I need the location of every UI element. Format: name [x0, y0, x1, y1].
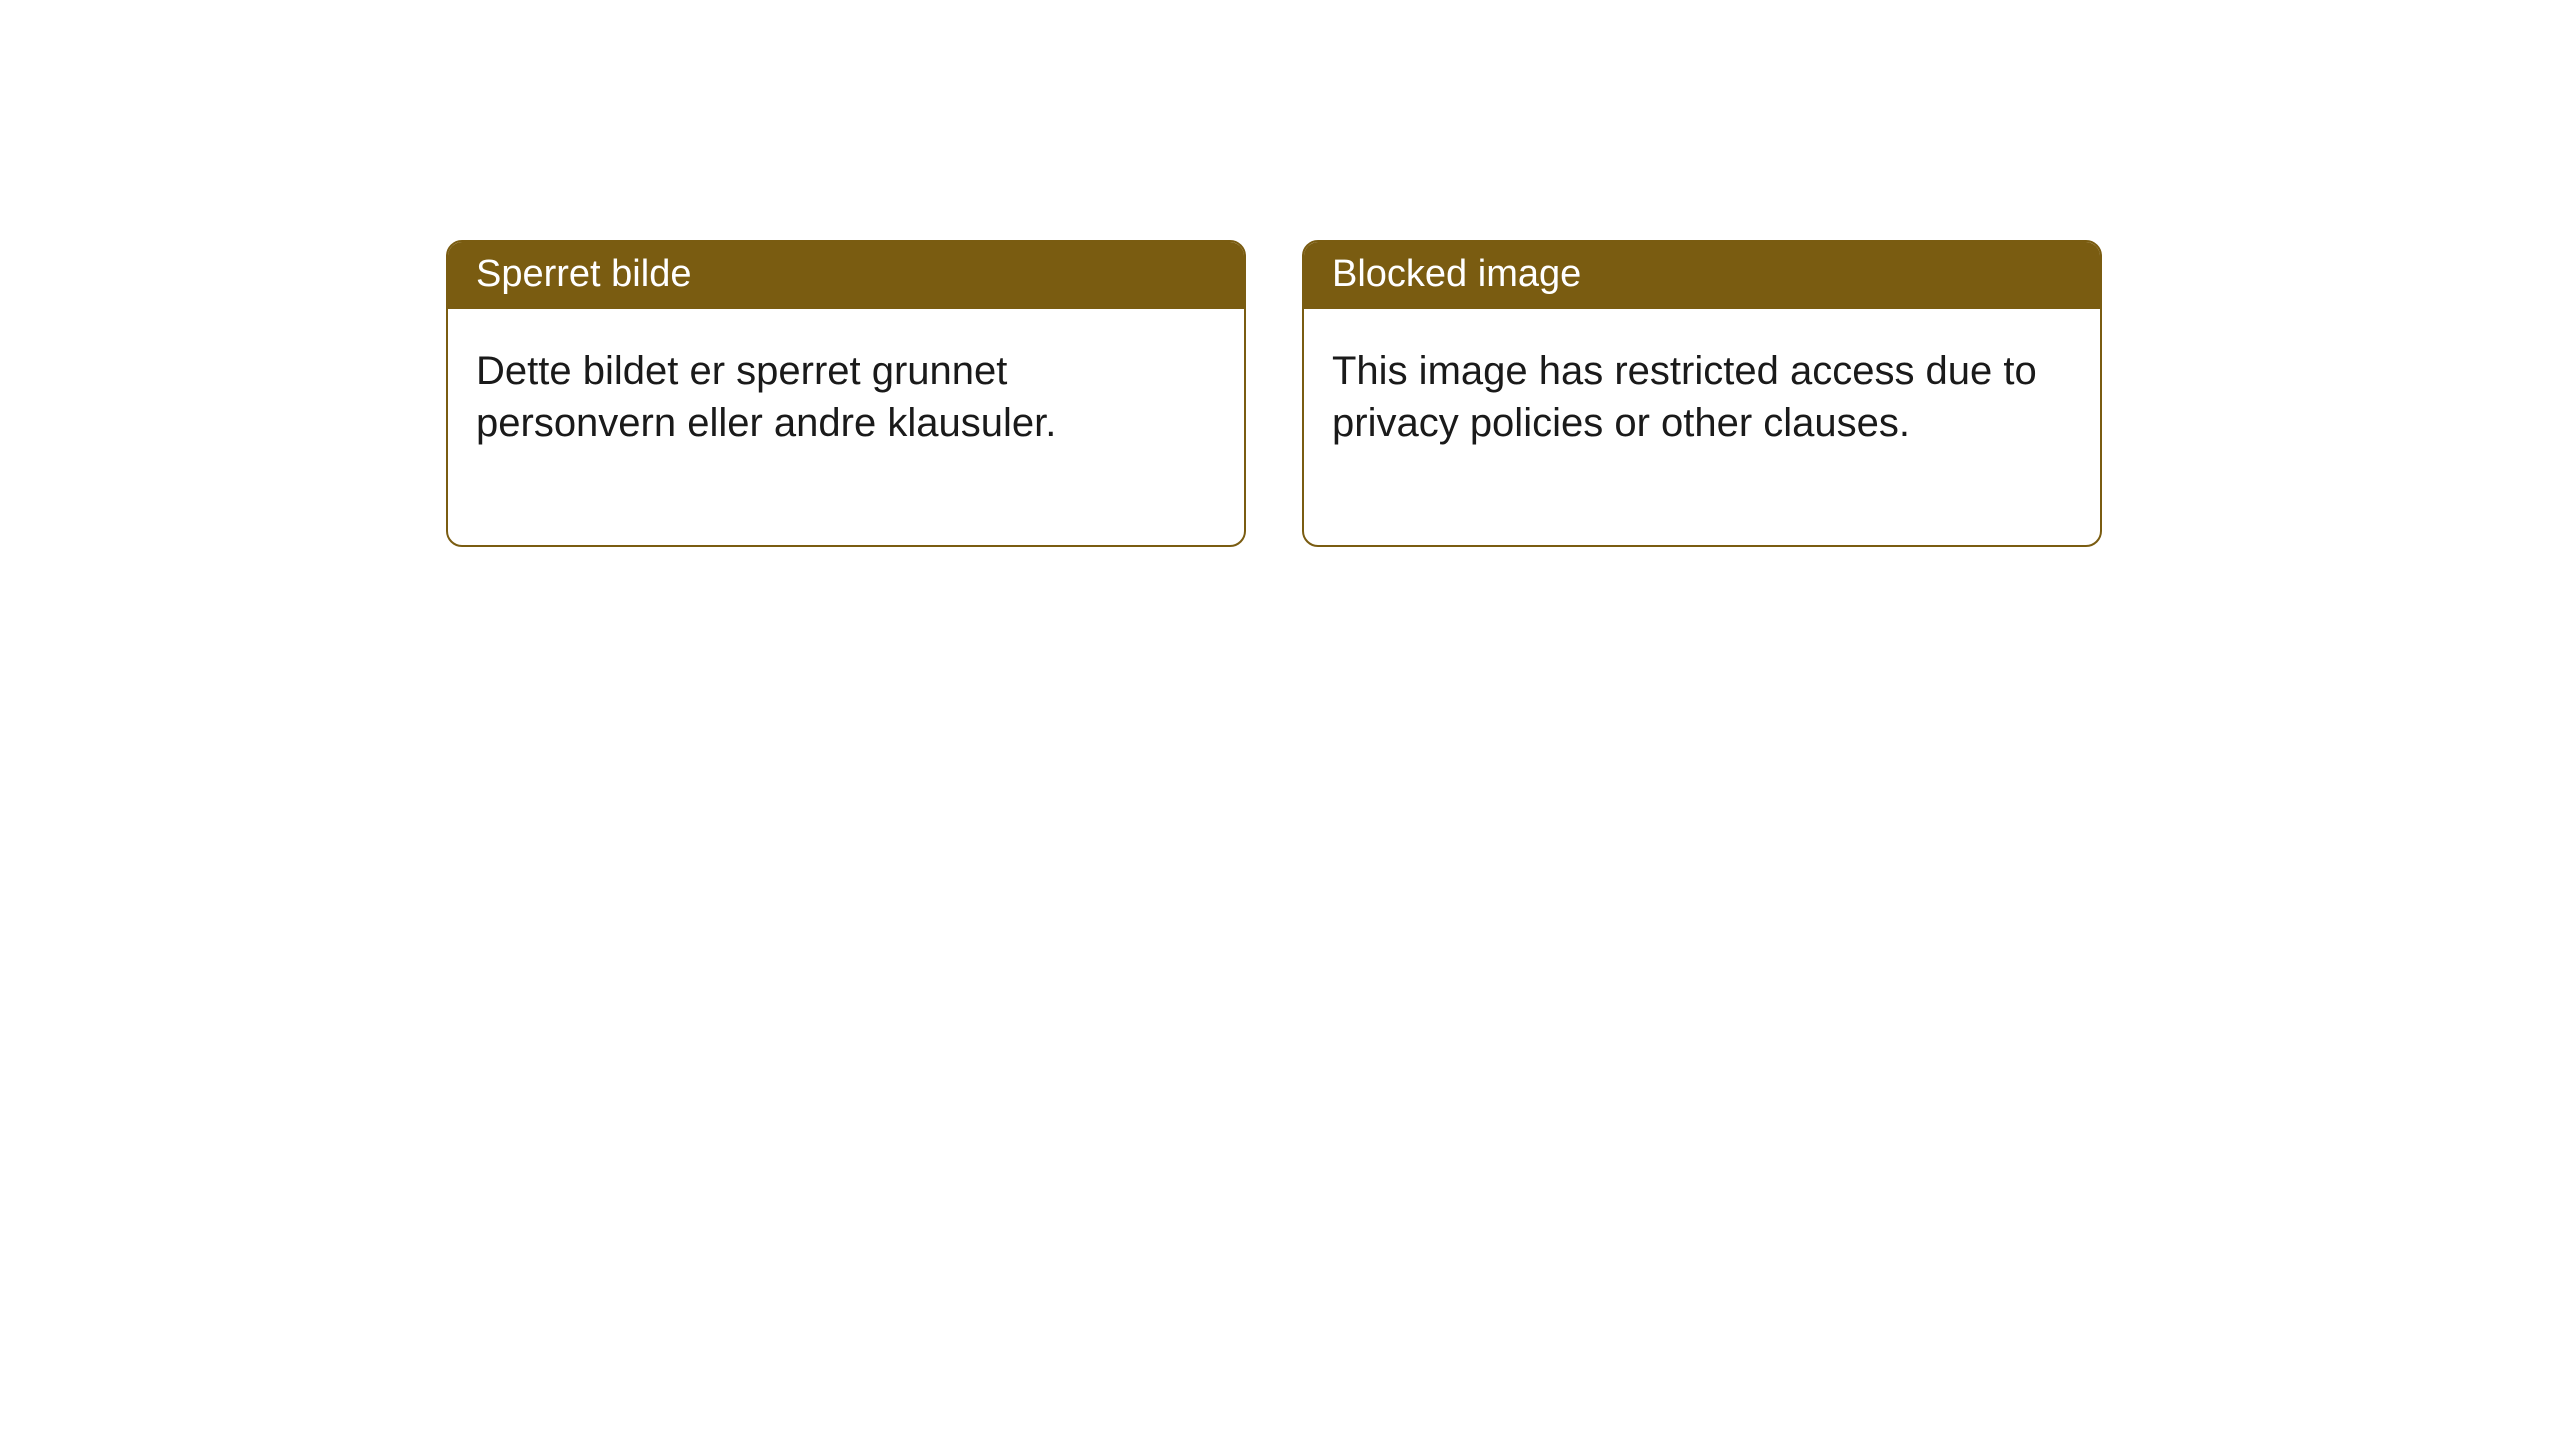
notice-card-english: Blocked image This image has restricted …	[1302, 240, 2102, 547]
notice-body: This image has restricted access due to …	[1304, 309, 2100, 545]
notice-title: Sperret bilde	[448, 242, 1244, 309]
notice-body: Dette bildet er sperret grunnet personve…	[448, 309, 1244, 545]
notice-title: Blocked image	[1304, 242, 2100, 309]
notice-container: Sperret bilde Dette bildet er sperret gr…	[0, 0, 2560, 547]
notice-card-norwegian: Sperret bilde Dette bildet er sperret gr…	[446, 240, 1246, 547]
